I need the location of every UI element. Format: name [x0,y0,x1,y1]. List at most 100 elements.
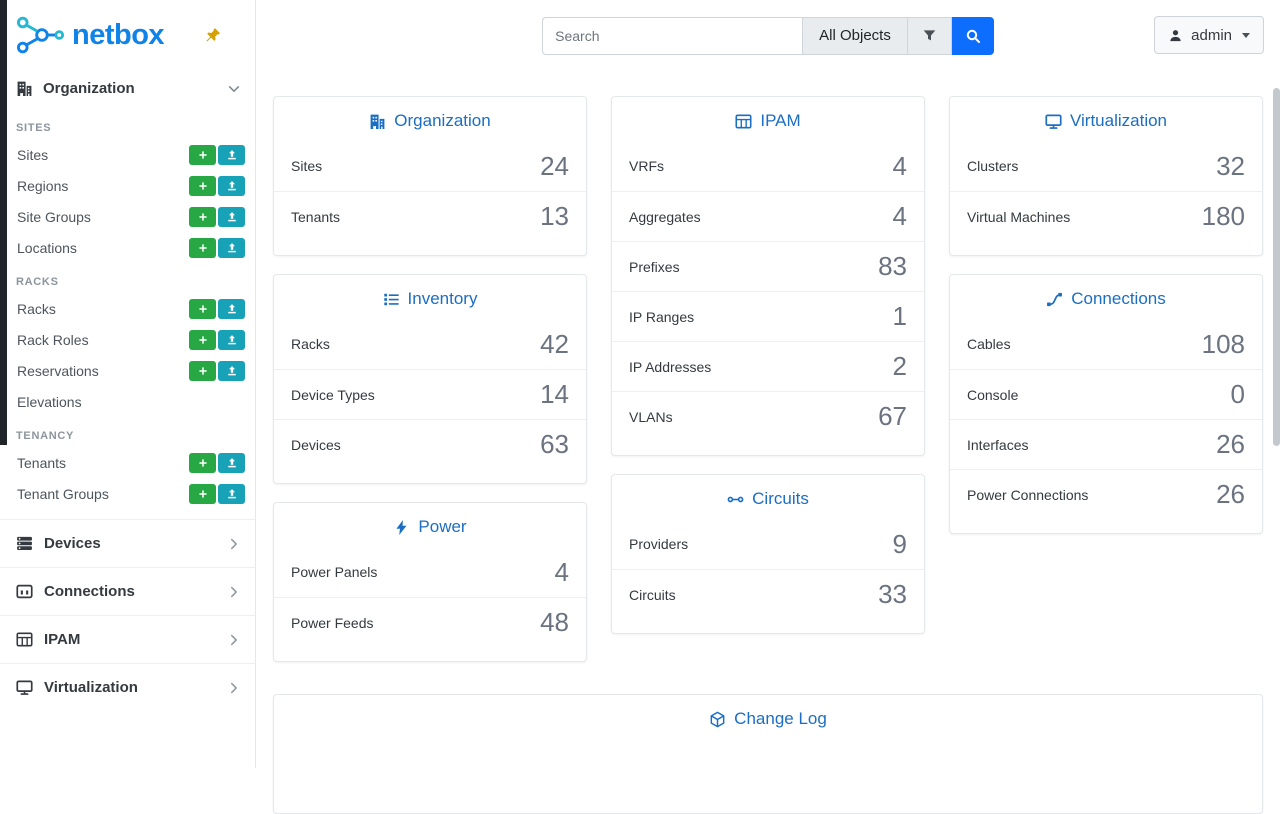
stat-value[interactable]: 180 [1201,201,1245,231]
stat-label: Virtual Machines [967,208,1071,225]
sidebar-item-site-groups[interactable]: Site Groups [0,201,255,232]
add-button[interactable] [189,298,216,319]
bolt-icon [393,519,410,536]
import-button[interactable] [218,144,245,165]
add-button[interactable] [189,144,216,165]
stat-value[interactable]: 4 [554,556,569,587]
stat-value[interactable]: 48 [540,607,569,637]
add-button[interactable] [189,452,216,473]
sidebar-item-racks[interactable]: Racks [0,293,255,324]
stat-value[interactable]: 32 [1216,150,1245,181]
user-menu-button[interactable]: admin [1154,16,1264,54]
stat-value[interactable]: 13 [540,201,569,231]
sidebar-item-sites[interactable]: Sites [0,139,255,170]
ipam-card-title[interactable]: IPAM [612,97,924,141]
add-button[interactable] [189,206,216,227]
stat-value[interactable]: 63 [540,429,569,459]
stat-label: Cables [967,336,1011,352]
add-button[interactable] [189,329,216,350]
topbar: All Objects admin [256,0,1280,71]
stat-value[interactable]: 26 [1216,429,1245,459]
sidebar-item-reservations[interactable]: Reservations [0,355,255,386]
sidebar-item-tenant-groups[interactable]: Tenant Groups [0,478,255,509]
stat-value[interactable]: 1 [892,301,907,331]
sidebar-group-devices[interactable]: Devices [0,519,255,567]
stat-value[interactable]: 83 [878,251,907,281]
stat-row: Clusters 32 [950,141,1262,191]
pin-icon[interactable] [204,27,221,44]
stat-value[interactable]: 26 [1216,479,1245,509]
import-button[interactable] [218,237,245,258]
sidebar-group-organization[interactable]: Organization [0,68,255,109]
filter-button[interactable] [907,16,952,55]
stat-label: Circuits [629,586,676,603]
stat-value[interactable]: 33 [878,579,907,609]
connections-card-title[interactable]: Connections [950,275,1262,319]
sidebar-item-label: Site Groups [17,208,91,225]
stat-label: Aggregates [629,208,701,225]
page-scrollbar-thumb[interactable] [1273,88,1280,446]
stat-row: Interfaces 26 [950,419,1262,469]
add-button[interactable] [189,360,216,381]
power-card-title[interactable]: Power [274,503,586,547]
card-title-text: Organization [394,111,491,130]
sidebar-item-label: Tenant Groups [17,485,109,502]
brand[interactable]: netbox [0,0,255,68]
import-button[interactable] [218,298,245,319]
stat-value[interactable]: 4 [892,150,907,181]
stat-label: Prefixes [629,258,680,275]
sidebar-group-virtualization[interactable]: Virtualization [0,663,255,711]
stat-row: Prefixes 83 [612,241,924,291]
stat-value[interactable]: 42 [540,328,569,359]
import-button[interactable] [218,483,245,504]
stat-row: Devices 63 [274,419,586,469]
stat-value[interactable]: 4 [892,201,907,231]
sidebar-item-rack-roles[interactable]: Rack Roles [0,324,255,355]
add-button[interactable] [189,483,216,504]
dashboard-content: Organization Sites 24 Tenants 13 Invento… [256,71,1280,814]
sidebar-item-regions[interactable]: Regions [0,170,255,201]
sidebar-item-elevations[interactable]: Elevations [0,386,255,417]
circuits-card-title[interactable]: Circuits [612,475,924,519]
import-button[interactable] [218,360,245,381]
section-label-racks: RACKS [16,276,59,288]
user-menu-label: admin [1191,26,1232,44]
stat-value[interactable]: 24 [540,150,569,181]
changelog-card-title[interactable]: Change Log [274,695,1262,739]
virtualization-card-title[interactable]: Virtualization [950,97,1262,141]
add-button[interactable] [189,237,216,258]
stat-value[interactable]: 2 [892,351,907,381]
chevron-right-icon [227,633,241,647]
stat-label: Devices [291,436,341,453]
stat-value[interactable]: 9 [892,528,907,559]
import-button[interactable] [218,452,245,473]
stat-label: IP Ranges [629,308,695,325]
sidebar-group-connections[interactable]: Connections [0,567,255,615]
stat-value[interactable]: 0 [1230,379,1245,409]
stat-value[interactable]: 14 [540,379,569,409]
inventory-card-title[interactable]: Inventory [274,275,586,319]
sidebar-item-tenants[interactable]: Tenants [0,447,255,478]
stat-value[interactable]: 67 [878,401,907,431]
sidebar-scrollbar-thumb[interactable] [0,0,7,445]
search-submit-button[interactable] [951,16,994,55]
sidebar-item-locations[interactable]: Locations [0,232,255,263]
search-scope-button[interactable]: All Objects [802,16,908,55]
person-icon [1168,28,1183,43]
card-title-text: Connections [1071,289,1166,308]
import-button[interactable] [218,206,245,227]
cube-icon [709,711,726,728]
stat-label: Power Connections [967,486,1089,503]
list-icon [383,291,400,308]
sidebar-item-label: Rack Roles [17,331,89,348]
search-input[interactable] [542,16,803,55]
import-button[interactable] [218,175,245,196]
organization-card-title[interactable]: Organization [274,97,586,141]
building-icon [369,113,386,130]
import-button[interactable] [218,329,245,350]
sidebar-group-ipam[interactable]: IPAM [0,615,255,663]
add-button[interactable] [189,175,216,196]
sidebar-group-label: IPAM [44,631,81,648]
circuits-card: Circuits Providers 9 Circuits 33 [611,474,925,634]
stat-value[interactable]: 108 [1201,328,1245,359]
